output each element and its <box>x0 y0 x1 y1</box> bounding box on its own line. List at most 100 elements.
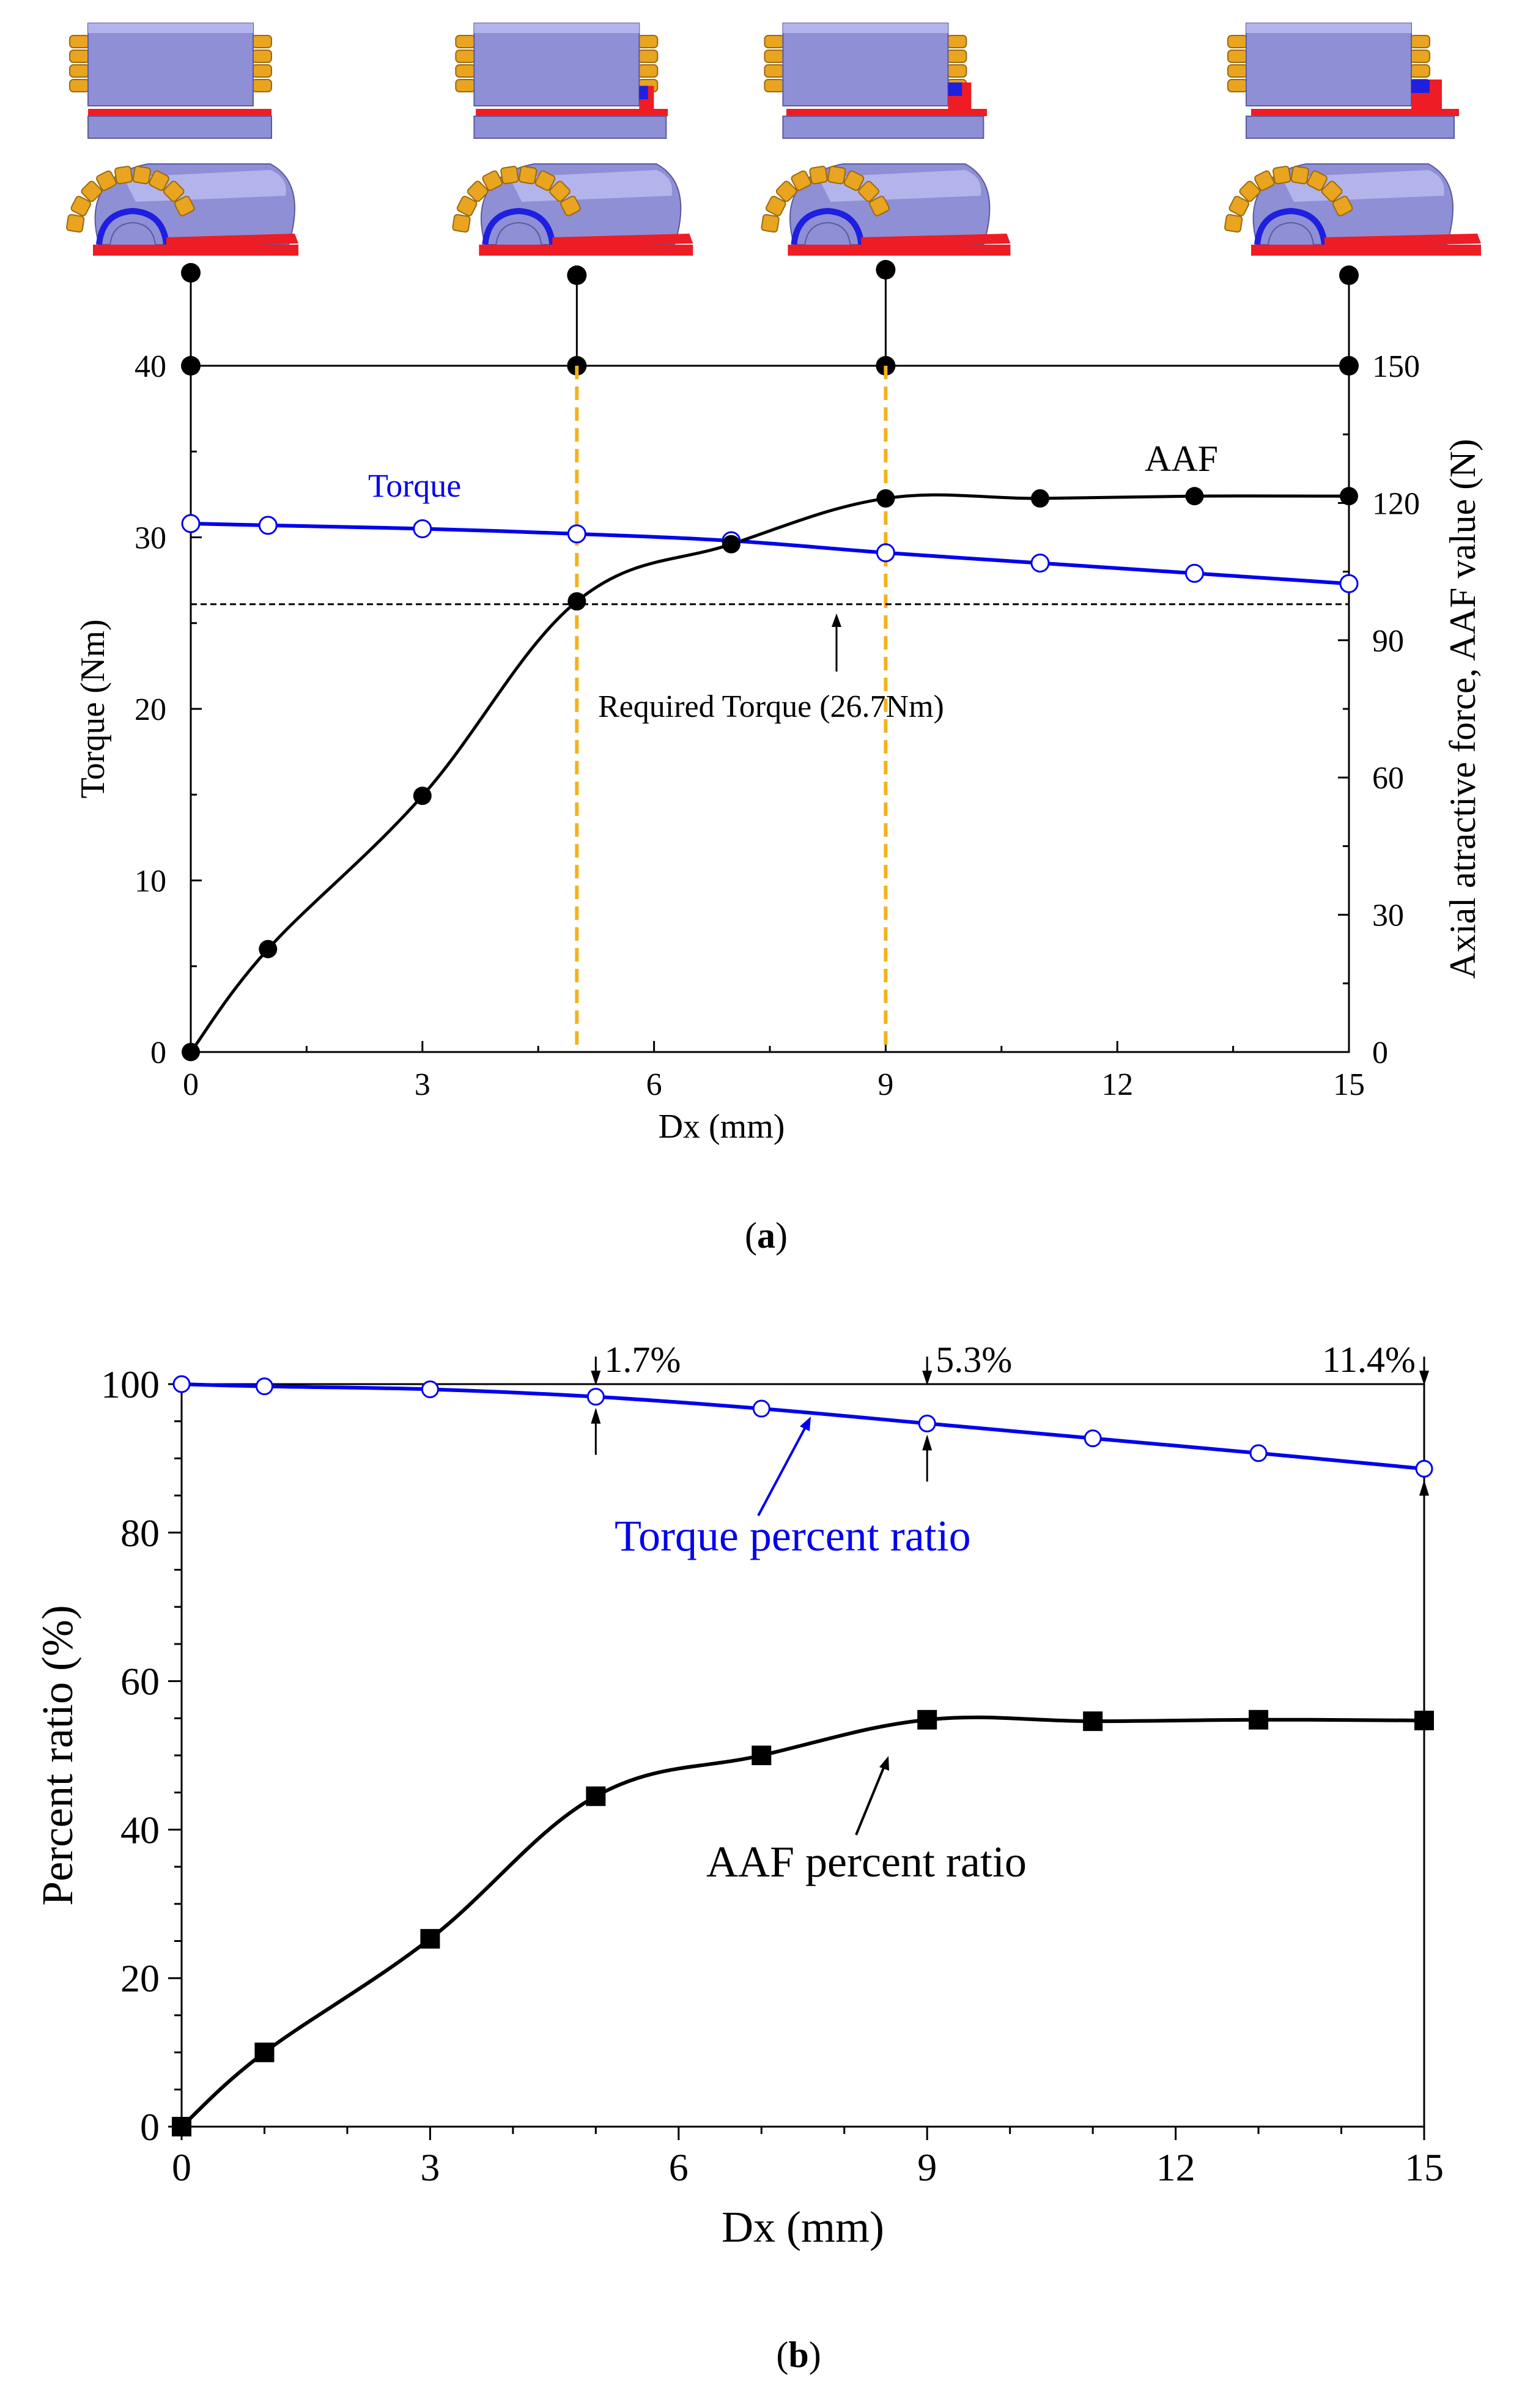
stem-top-dot <box>1339 265 1359 285</box>
coil-arc-icon <box>114 166 133 185</box>
annotation-percent-label: 1.7% <box>604 1339 681 1380</box>
annotation-up-arrowhead <box>1419 1480 1429 1496</box>
annotation-up-arrowhead <box>922 1434 933 1451</box>
coil-arc-icon <box>66 213 85 233</box>
coil-arc-icon <box>809 166 828 185</box>
panel-b-ylabel: Percent ratio (%) <box>33 1605 82 1906</box>
rotor-side-top <box>474 23 640 33</box>
aaf-percent-point <box>254 2042 275 2062</box>
panel-a-series <box>181 487 1359 1061</box>
aaf-percent-point <box>172 2117 191 2136</box>
magnet-red-strip <box>476 109 668 116</box>
coil-right-icon <box>637 64 659 78</box>
torque-percent-point <box>421 1380 439 1398</box>
panel-b-ytick-label: 0 <box>140 2105 160 2149</box>
coil-left-icon <box>1227 35 1248 48</box>
aaf-percent-point <box>752 1746 772 1765</box>
torque-point <box>181 514 201 533</box>
panel-a-xlabel: Dx (mm) <box>659 1108 785 1146</box>
base-side-body <box>87 116 272 139</box>
coil-right-icon <box>946 50 967 63</box>
panel-a-ytick-label: 40 <box>135 349 166 384</box>
annotation-percent-label: 11.4% <box>1322 1339 1416 1380</box>
coil-arc-icon <box>843 170 865 191</box>
caption-b: (b) <box>776 2335 821 2375</box>
required-torque-label: Required Torque (26.7Nm) <box>598 689 944 724</box>
torque-percent-point <box>752 1399 770 1418</box>
coil-left-icon <box>69 35 90 48</box>
panel-b-ticks <box>168 1383 1425 2140</box>
panel-b-ytick-label: 100 <box>101 1363 160 1406</box>
torque-percent-point <box>1084 1429 1102 1448</box>
coil-arc-icon <box>869 196 890 217</box>
magnet-red-base <box>166 234 298 247</box>
coil-arc-icon <box>1332 196 1353 217</box>
coil-arc-icon <box>775 180 797 202</box>
magnet-red-bottom <box>93 245 298 256</box>
coil-arc-icon <box>70 196 92 217</box>
coil-right-icon <box>637 35 659 48</box>
coil-arc-icon <box>534 170 556 191</box>
coil-arc-icon <box>1224 213 1243 233</box>
coil-arc-icon <box>456 196 478 217</box>
magnet-red-bottom <box>1251 245 1481 256</box>
panel-a-xtick-label: 3 <box>415 1067 430 1102</box>
aaf-point <box>567 592 586 611</box>
panel-a-xtick-label: 9 <box>877 1067 893 1102</box>
rotor-side-body <box>473 23 640 106</box>
aaf-series-label: AAF <box>1145 439 1218 479</box>
torque-percent-point <box>1249 1444 1268 1462</box>
aaf-percent-point <box>917 1710 937 1730</box>
coil-right-icon <box>946 64 967 78</box>
torque-percent-point <box>172 1375 191 1393</box>
annotation-down-arrowhead <box>591 1371 601 1385</box>
panel-b-xlabel: Dx (mm) <box>722 2202 884 2251</box>
torque-percent-arrow <box>757 1417 811 1516</box>
aaf-percent-point <box>586 1786 606 1806</box>
aaf-percent-arrow <box>855 1756 889 1836</box>
aaf-point <box>722 535 741 554</box>
coil-right-icon <box>946 35 967 48</box>
coil-left-icon <box>69 79 90 92</box>
coil-arc-icon <box>1228 196 1250 217</box>
coil-arc-icon <box>452 213 471 233</box>
panel-b-xtick-label: 6 <box>669 2146 689 2189</box>
coil-arc-icon <box>81 180 103 202</box>
coil-left-icon <box>764 50 785 63</box>
magnet-arc-blue <box>791 207 865 245</box>
aaf-percent-point <box>1083 1711 1103 1732</box>
aaf-percent-point <box>420 1928 440 1949</box>
annotation-down-arrowhead <box>1419 1371 1429 1385</box>
coil-left-icon <box>1227 64 1248 78</box>
panel-a-ytick-label: 0 <box>150 1035 166 1070</box>
coil-right-icon <box>1409 50 1430 63</box>
panel-a-xtick-label: 6 <box>646 1067 662 1102</box>
magnet-red-base <box>552 234 693 247</box>
rotor-side-top <box>88 23 253 33</box>
torque-percent-point <box>918 1414 936 1432</box>
caption-a: (a) <box>745 1215 788 1256</box>
panel-a-ytick-label: 30 <box>135 521 166 556</box>
coil-left-icon <box>455 50 476 63</box>
coil-arc-icon <box>1254 170 1275 191</box>
magnet-red-strip <box>1251 109 1459 116</box>
annotation-up-arrowhead <box>591 1407 601 1424</box>
magnet-blue-block <box>948 82 962 96</box>
torque-point <box>1030 554 1050 573</box>
torque-percent-point <box>1415 1459 1433 1478</box>
torque-point <box>1339 574 1359 593</box>
shaft-arc <box>495 221 542 245</box>
coil-right-icon <box>1409 35 1430 48</box>
coil-arc-icon <box>549 180 571 202</box>
coil-arc-icon <box>519 166 537 185</box>
rotor-side-top <box>1246 23 1411 33</box>
panel-a-y2tick-label: 60 <box>1372 761 1404 796</box>
coil-arc-icon <box>1272 166 1291 185</box>
coil-arc-icon <box>827 166 846 185</box>
panel-b-tick-labels: 0 3 6 9 12 15 0 20 40 60 80 100 <box>101 1363 1444 2189</box>
motor-illustration <box>452 23 693 256</box>
coil-left-icon <box>455 35 476 48</box>
aaf-percent-label: AAF percent ratio <box>706 1837 1027 1886</box>
panel-a-y2tick-label: 120 <box>1372 486 1420 521</box>
